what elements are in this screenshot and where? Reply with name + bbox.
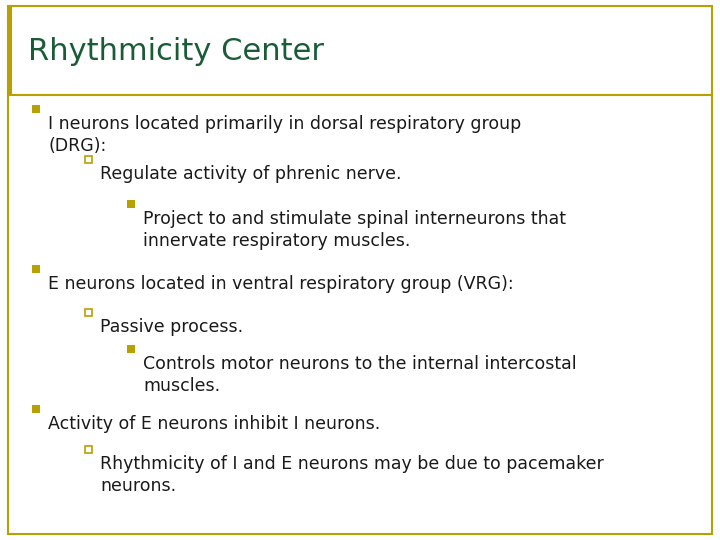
Bar	[84, 446, 91, 453]
Bar	[32, 105, 40, 113]
Text: E neurons located in ventral respiratory group (VRG):: E neurons located in ventral respiratory…	[48, 275, 513, 293]
Text: Activity of E neurons inhibit I neurons.: Activity of E neurons inhibit I neurons.	[48, 415, 380, 433]
Text: Rhythmicity Center: Rhythmicity Center	[28, 37, 324, 66]
Text: Controls motor neurons to the internal intercostal
muscles.: Controls motor neurons to the internal i…	[143, 355, 577, 395]
Text: Regulate activity of phrenic nerve.: Regulate activity of phrenic nerve.	[100, 165, 402, 183]
Bar	[127, 200, 135, 208]
Bar	[84, 309, 91, 316]
Bar	[84, 156, 91, 163]
Text: Passive process.: Passive process.	[100, 318, 243, 336]
Text: Rhythmicity of I and E neurons may be due to pacemaker
neurons.: Rhythmicity of I and E neurons may be du…	[100, 455, 604, 495]
Text: I neurons located primarily in dorsal respiratory group
(DRG):: I neurons located primarily in dorsal re…	[48, 115, 521, 155]
Text: Project to and stimulate spinal interneurons that
innervate respiratory muscles.: Project to and stimulate spinal interneu…	[143, 210, 566, 250]
Bar	[32, 265, 40, 273]
Bar	[127, 345, 135, 353]
Bar	[32, 405, 40, 413]
Bar	[8, 6, 12, 95]
